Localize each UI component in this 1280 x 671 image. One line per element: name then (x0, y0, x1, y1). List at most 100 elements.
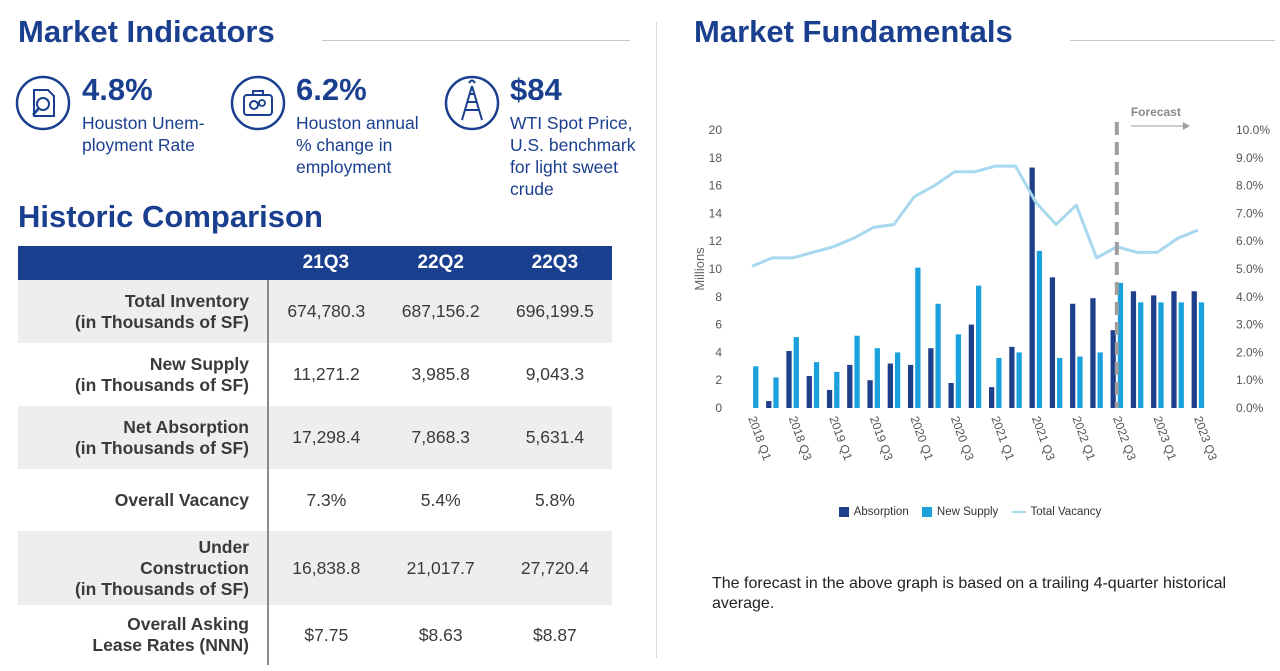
table-row: Total Inventory (in Thousands of SF) 674,… (18, 280, 612, 343)
x-tick-label: 2022 Q3 (1110, 414, 1139, 462)
y-tick-label: 16 (709, 179, 723, 193)
historic-comparison-heading: Historic Comparison (18, 199, 323, 234)
absorption-bar (786, 351, 792, 408)
x-tick-label: 2018 Q3 (786, 414, 815, 462)
y-tick-label: 8 (715, 290, 722, 304)
table-cell: 5.8% (534, 489, 575, 510)
table-row: Overall Vacancy 7.3% 5.4% 5.8% (18, 469, 612, 531)
y-tick-label: 0 (715, 401, 722, 415)
absorption-bar (847, 364, 853, 408)
y-tick-label: 14 (709, 206, 723, 220)
x-tick-label: 2023 Q1 (1151, 414, 1180, 462)
chart-legend: Absorption New Supply Total Vacancy (660, 506, 1280, 518)
y2-tick-label: 10.0% (1236, 123, 1270, 137)
new-supply-bar (1158, 302, 1164, 408)
y-tick-label: 2 (715, 373, 722, 387)
heading-rule (1070, 40, 1275, 41)
absorption-bar (928, 348, 934, 408)
absorption-bar (806, 376, 812, 408)
absorption-bar (988, 387, 995, 408)
x-tick-label: 2020 Q1 (907, 414, 936, 462)
oil-derrick-icon (444, 75, 500, 131)
new-supply-bar (813, 362, 820, 408)
x-tick-label: 2019 Q1 (826, 414, 855, 462)
absorption-bar (1070, 303, 1076, 408)
y2-tick-label: 7.0% (1236, 206, 1264, 220)
table-cell: 7.3% (306, 489, 347, 510)
x-tick-label: 2021 Q1 (988, 414, 1017, 462)
absorption-bar (1029, 167, 1035, 408)
new-supply-bar (1117, 282, 1124, 408)
x-tick-label: 2020 Q3 (948, 414, 977, 462)
absorption-bar (948, 382, 954, 408)
absorption-bar (1049, 277, 1056, 408)
x-tick-label: 2022 Q1 (1069, 414, 1098, 462)
table-cell: 5,631.4 (497, 406, 612, 469)
absorption-bar (1110, 330, 1116, 408)
absorption-bar (766, 401, 772, 408)
market-fundamentals-heading: Market Fundamentals (694, 14, 1013, 49)
y-tick-label: 6 (715, 318, 722, 332)
y2-tick-label: 0.0% (1236, 401, 1264, 415)
employment-value: 6.2% (296, 72, 367, 107)
magnifier-document-icon (15, 75, 71, 131)
x-tick-label: 2023 Q3 (1191, 414, 1220, 462)
table-cell: 5.4% (420, 489, 461, 510)
new-supply-bar (1016, 352, 1022, 408)
table-cell: $8.63 (418, 624, 463, 645)
absorption-bar (1151, 295, 1157, 408)
absorption-bar (1191, 291, 1197, 408)
new-supply-bar (915, 267, 921, 408)
y2-tick-label: 1.0% (1236, 373, 1264, 387)
table-cell: 7,868.3 (383, 406, 498, 469)
row-label: Under Construction (in Thousands of SF) (18, 531, 269, 605)
heading-rule (322, 40, 630, 41)
table-cell: 696,199.5 (497, 280, 612, 343)
table-cell: $8.87 (533, 624, 577, 645)
new-supply-bar (793, 337, 799, 408)
market-fundamentals-chart: 0 2 4 6 8 10 12 14 16 18 20 0.0% 1.0% 2.0% 3.0% 4.0% 5.0… (692, 105, 1270, 463)
absorption-bar (968, 324, 974, 408)
forecast-arrow-head (1182, 122, 1190, 130)
new-supply-bar (1138, 302, 1144, 408)
y2-tick-label: 8.0% (1236, 179, 1264, 193)
new-supply-bar (1198, 302, 1205, 408)
unemployment-desc: Houston Unem- ployment Rate (82, 113, 205, 155)
legend-item-total-vacancy: Total Vacancy (1011, 506, 1101, 518)
forecast-note: The forecast in the above graph is based… (712, 575, 1227, 612)
row-label: New Supply (in Thousands of SF) (18, 343, 269, 406)
table-row: New Supply (in Thousands of SF) 11,271.2 … (18, 343, 612, 406)
new-supply-bar (996, 357, 1002, 408)
legend-swatch (838, 506, 849, 517)
y-tick-label: 20 (709, 123, 723, 137)
y-tick-label: 18 (709, 151, 723, 165)
table-header-row: 21Q3 22Q2 22Q3 (18, 246, 612, 280)
new-supply-bar (1057, 357, 1063, 408)
y-tick-label: 10 (709, 262, 723, 276)
y2-tick-label: 2.0% (1236, 345, 1264, 359)
column-header: 22Q3 (497, 246, 612, 280)
new-supply-bar (1097, 352, 1103, 408)
table-cell: 687,156.2 (383, 280, 498, 343)
new-supply-bar (753, 366, 759, 408)
y2-tick-label: 4.0% (1236, 290, 1264, 304)
y-tick-label: 4 (715, 345, 722, 359)
new-supply-bar (955, 334, 962, 408)
forecast-label: Forecast (1131, 105, 1181, 119)
new-supply-bar (874, 348, 880, 408)
new-supply-bar (834, 371, 840, 408)
table-cell: 16,838.8 (268, 531, 384, 605)
new-supply-bar (976, 285, 982, 408)
absorption-bar (826, 389, 833, 408)
absorption-bar (1171, 291, 1177, 408)
total-vacancy-line (751, 164, 1199, 268)
absorption-bar (1090, 298, 1096, 408)
table-cell: $7.75 (304, 624, 349, 645)
y-tick-label: 12 (709, 234, 723, 248)
column-header: 22Q2 (383, 246, 498, 280)
table-cell: 3,985.8 (411, 364, 470, 384)
row-label: Overall Asking Lease Rates (NNN) (18, 605, 269, 665)
new-supply-bar (894, 352, 901, 408)
table-header-blank (18, 246, 268, 280)
y-axis-label: Millions (692, 247, 707, 291)
